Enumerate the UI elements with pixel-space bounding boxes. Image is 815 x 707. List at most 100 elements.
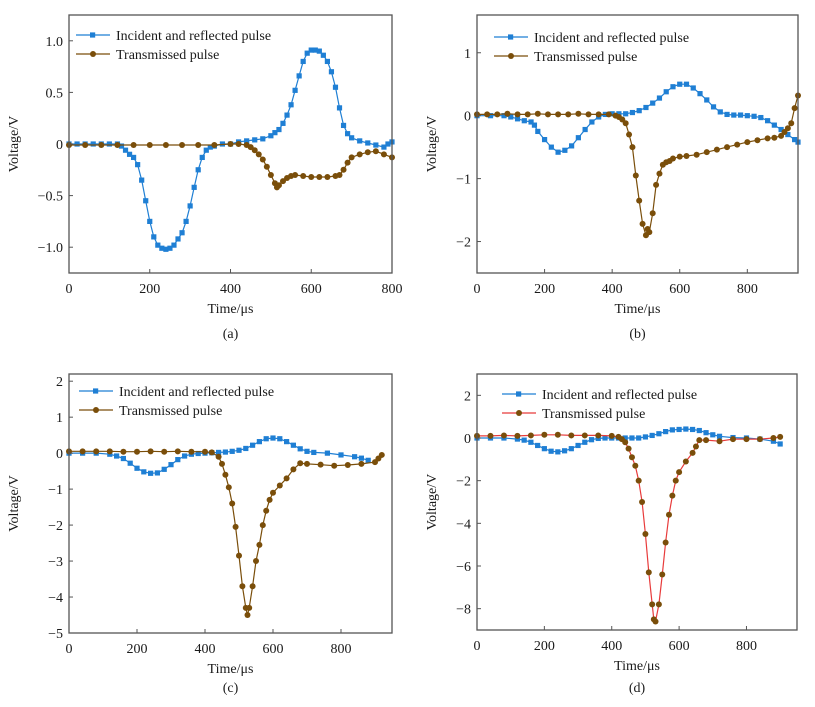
series-incident-reflected <box>66 435 371 476</box>
data-point <box>659 571 666 578</box>
data-point <box>259 522 266 529</box>
data-point <box>622 120 629 127</box>
data-point <box>771 122 777 128</box>
data-point <box>340 122 347 129</box>
legend-label: Incident and reflected pulse <box>119 385 274 400</box>
data-point <box>167 245 173 251</box>
data-point <box>713 146 720 153</box>
data-point <box>528 439 534 445</box>
data-point <box>260 136 266 142</box>
x-tick-label: 600 <box>669 282 690 297</box>
series-transmitted <box>66 448 385 619</box>
data-point <box>696 437 703 444</box>
data-point <box>336 105 343 111</box>
data-point <box>605 111 612 118</box>
data-point <box>202 448 208 455</box>
data-point <box>290 466 297 473</box>
data-point <box>770 435 777 441</box>
legend-label: Transmissed pulse <box>534 50 637 65</box>
y-tick-label: 2 <box>464 389 471 404</box>
data-point <box>521 118 527 124</box>
data-point <box>703 430 709 436</box>
data-point <box>239 583 246 590</box>
data-point <box>280 120 286 126</box>
data-point <box>744 113 750 119</box>
data-point <box>535 128 541 135</box>
data-point <box>494 111 501 118</box>
data-point <box>792 136 798 143</box>
data-point <box>669 427 675 433</box>
data-point <box>331 462 338 469</box>
data-point <box>650 100 656 106</box>
data-point <box>676 426 682 433</box>
legend-marker-square <box>516 391 522 397</box>
data-point <box>288 102 294 108</box>
data-point <box>357 138 363 144</box>
series-line <box>477 434 781 623</box>
data-point <box>324 58 330 65</box>
data-point <box>514 116 521 122</box>
data-point <box>656 170 663 177</box>
data-point <box>734 141 741 148</box>
data-point <box>131 154 137 161</box>
x-tick-label: 200 <box>534 282 555 297</box>
data-point <box>655 601 662 608</box>
x-tick-label: 800 <box>382 282 403 297</box>
data-point <box>642 434 649 440</box>
data-point <box>114 453 120 459</box>
data-point <box>256 541 263 548</box>
y-tick-label: −4 <box>456 517 471 532</box>
data-point <box>106 141 112 147</box>
y-axis-title: Voltage/V <box>425 474 440 531</box>
data-point <box>731 112 737 118</box>
data-point <box>304 448 310 454</box>
data-point <box>626 131 633 138</box>
data-point <box>252 137 258 143</box>
legend-label: Incident and reflected pulse <box>534 31 689 46</box>
x-tick-label: 600 <box>669 639 690 654</box>
data-point <box>249 583 256 590</box>
data-point <box>253 558 259 565</box>
data-point <box>527 432 534 439</box>
data-point <box>175 236 181 242</box>
panel-a: 0 200 400 600 800 −1.0 −0.5 0 0.5 1.0 Time/μs Volta… <box>7 14 403 342</box>
data-point <box>328 69 335 75</box>
data-point <box>336 171 343 178</box>
data-point <box>629 144 636 151</box>
data-point <box>653 181 660 188</box>
data-point <box>676 153 683 160</box>
data-point <box>358 455 364 461</box>
data-point <box>161 466 167 472</box>
data-point <box>267 171 274 178</box>
data-point <box>704 97 710 103</box>
data-point <box>340 166 347 173</box>
x-tick-label: 0 <box>66 642 73 657</box>
data-point <box>203 147 209 153</box>
data-point <box>324 450 330 456</box>
data-point <box>324 174 331 181</box>
data-point <box>561 448 568 454</box>
data-point <box>636 435 642 441</box>
legend: Incident and reflected pulse Transmissed … <box>76 29 271 63</box>
data-point <box>646 229 653 236</box>
x-axis-title: Time/μs <box>208 302 254 317</box>
data-point <box>710 104 717 110</box>
data-point <box>623 111 629 117</box>
panel-d: 0 200 400 600 800 −8 −6 −4 −2 0 2 Time/μs Voltage/V I… <box>425 373 798 696</box>
data-point <box>487 432 494 439</box>
data-point <box>147 218 153 224</box>
data-point <box>155 242 161 248</box>
data-point <box>535 442 541 449</box>
y-tick-label: −5 <box>48 627 63 642</box>
data-point <box>683 426 689 432</box>
legend-marker-circle <box>90 51 96 57</box>
data-point <box>649 432 655 439</box>
data-point <box>385 141 391 147</box>
data-point <box>349 135 355 141</box>
data-point <box>743 436 750 443</box>
legend-marker-circle <box>508 53 514 59</box>
data-point <box>662 539 669 546</box>
data-point <box>635 477 642 484</box>
x-tick-label: 600 <box>263 642 284 657</box>
data-point <box>693 151 700 158</box>
